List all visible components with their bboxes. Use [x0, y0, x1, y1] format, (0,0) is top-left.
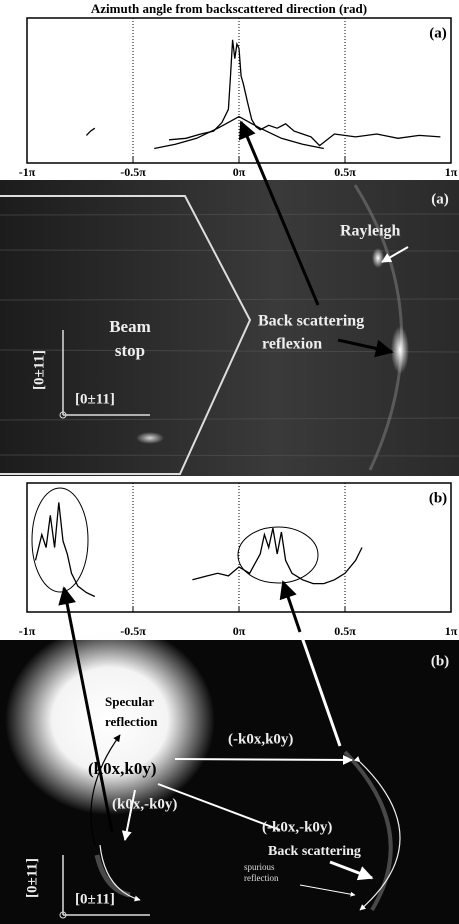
data-line	[154, 115, 324, 150]
rotation-arrow	[354, 756, 401, 911]
arrow	[157, 783, 281, 831]
arrow	[337, 338, 394, 358]
backscatter-spot	[391, 326, 409, 374]
x-tick-label: -0.5π	[120, 624, 146, 638]
image-background	[0, 180, 459, 476]
highlight-ellipse	[237, 526, 319, 584]
axis-label: [0±11]	[31, 350, 47, 390]
panel-label: (a)	[431, 191, 449, 207]
x-tick-label: 0π	[233, 165, 246, 179]
label: reflection	[105, 714, 158, 729]
ring	[353, 184, 404, 471]
label: (-k0x,-k0y)	[262, 819, 332, 835]
plot: -1π -0.5π 0π 0.5π 1π (a)	[19, 17, 458, 179]
figure-title: Azimuth angle from backscattered directi…	[91, 1, 367, 16]
x-tick-label: 1π	[445, 624, 458, 638]
arrow	[279, 580, 302, 633]
plot: -1π -0.5π 0π 0.5π 1π (b)	[19, 482, 458, 638]
x-tick-label: 1π	[445, 165, 458, 179]
image-b: (b) Specular reflection (k0x,k0y) (-k0x,…	[0, 625, 459, 924]
axis-origin	[59, 411, 67, 419]
x-tick-label: -0.5π	[120, 165, 146, 179]
streaks	[0, 213, 459, 457]
x-tick-label: 0π	[233, 624, 246, 638]
arrow	[174, 754, 353, 765]
data-line	[34, 502, 363, 598]
panel-label: (b)	[431, 653, 449, 669]
label: Beam	[109, 317, 151, 336]
axis-origin	[59, 911, 67, 919]
x-tick-label: 0.5π	[334, 165, 356, 179]
panel-label: (a)	[429, 25, 447, 41]
rayleigh-spot	[372, 248, 384, 268]
label: Specular	[105, 694, 154, 709]
label: reflexion	[262, 336, 322, 353]
axis-label: [0±11]	[24, 858, 40, 898]
x-tick-label: -1π	[19, 624, 36, 638]
x-tick-label: -1π	[19, 165, 36, 179]
specular-spot	[5, 625, 215, 815]
label: Rayleigh	[340, 223, 401, 240]
beam-stop-outline	[0, 195, 252, 475]
image-a: (a) Rayleigh Beam stop Back scattering r…	[0, 180, 459, 476]
arrow	[121, 789, 136, 841]
rotation-arrow	[90, 734, 121, 846]
stray-spot	[136, 432, 164, 444]
label: reflection	[244, 873, 279, 883]
label: stop	[115, 341, 145, 360]
label: (k0x,k0y)	[88, 759, 156, 778]
axis-label: [0±11]	[75, 391, 115, 407]
label: (-k0x,k0y)	[228, 731, 293, 747]
label: Back scattering	[258, 313, 364, 330]
arrow	[58, 586, 114, 833]
label: spurious	[244, 862, 275, 872]
rotation-arrow	[99, 844, 141, 902]
x-tick-label: 0.5π	[334, 624, 356, 638]
arrow	[299, 884, 356, 897]
arrow	[238, 120, 320, 306]
label: (k0x,-k0y)	[112, 796, 177, 812]
axis-label: [0±11]	[75, 891, 115, 907]
panel-label: (b)	[429, 490, 447, 506]
arrow	[329, 860, 374, 881]
label: Back scattering	[268, 844, 361, 859]
arrow	[381, 246, 409, 263]
